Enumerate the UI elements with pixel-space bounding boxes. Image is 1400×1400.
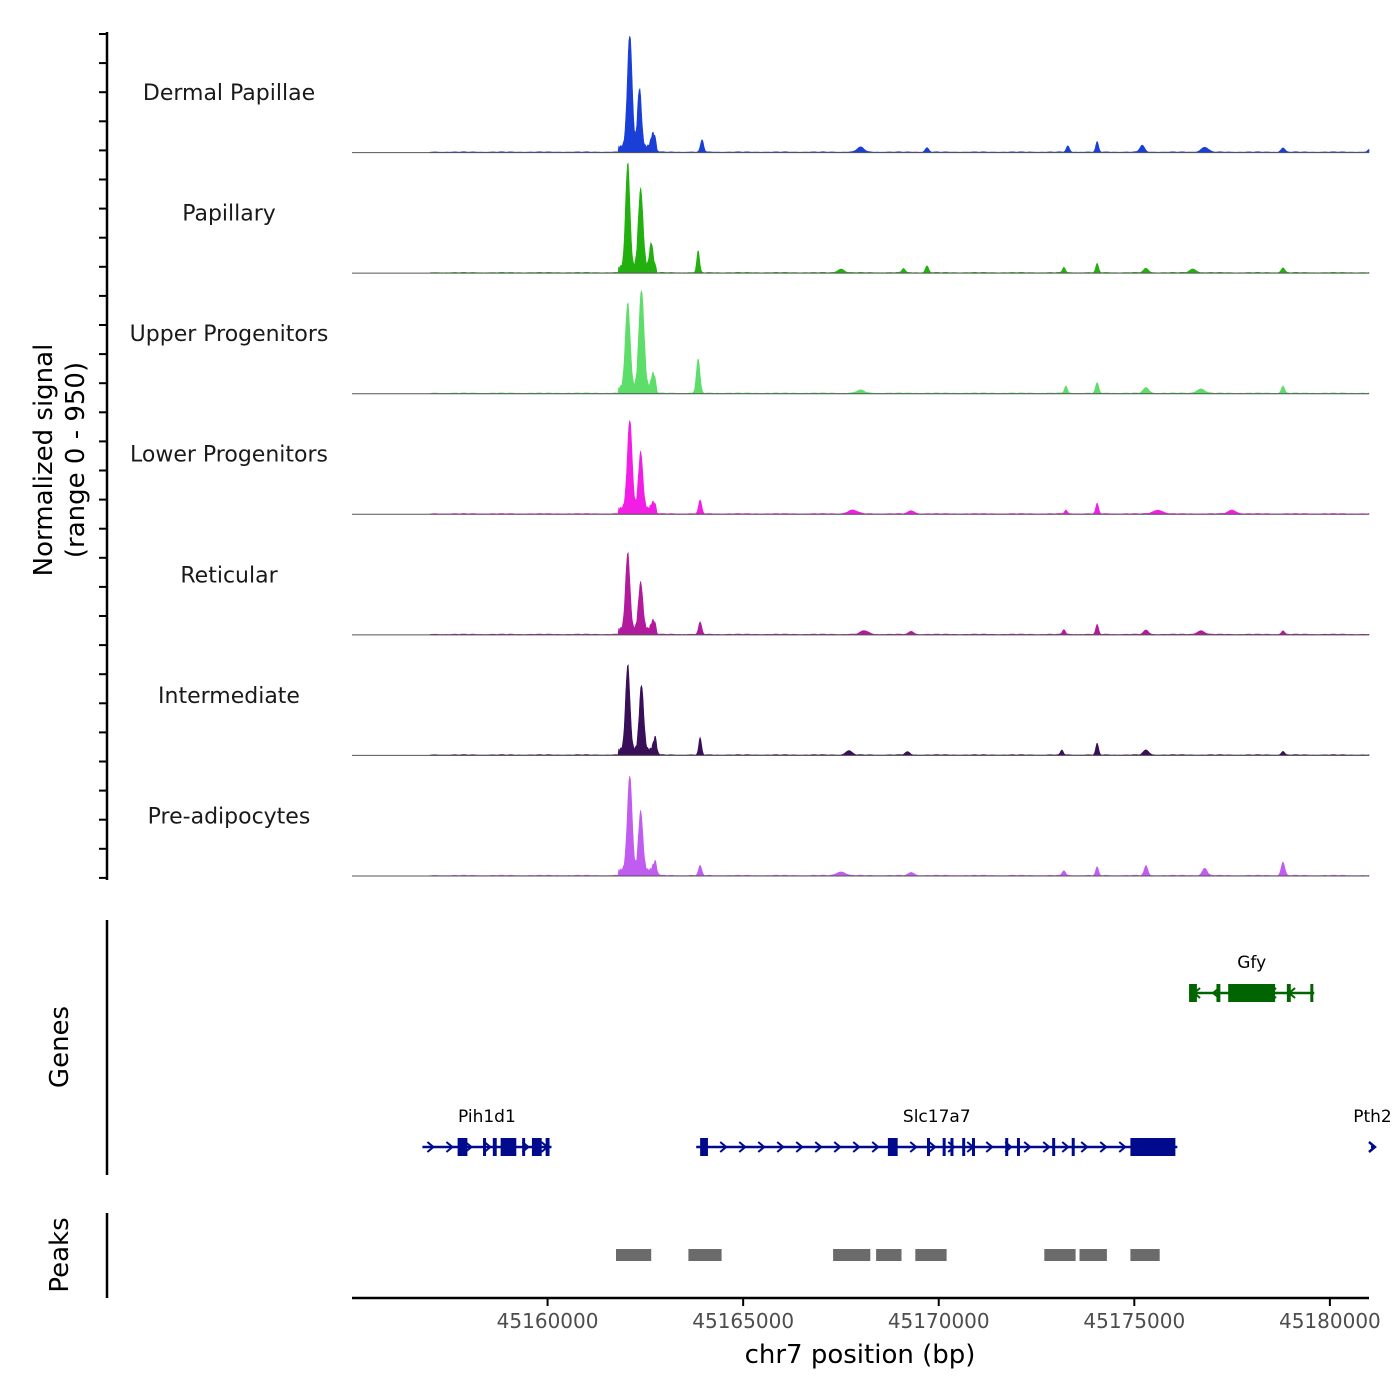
signal-area-6 [429,775,1370,877]
track-label-5: Intermediate [158,684,300,709]
exon [492,1138,497,1156]
peak-region-6 [1079,1249,1107,1261]
x-axis-title: chr7 position (bp) [745,1340,976,1370]
gene-label: Slc17a7 [903,1107,971,1127]
strand-chevron [1023,1141,1032,1153]
signal-area-4 [429,551,1370,636]
exon [1310,984,1314,1002]
x-axis-ticks: 45160000 45165000 45170000 45175000 45180000 [497,1298,1381,1333]
signal-area-0 [429,35,1370,153]
gene-Pih1d1: Pih1d1 [422,1107,552,1156]
exon [483,1138,487,1156]
track-labels: Dermal Papillae Papillary Upper Progenitor… [130,81,329,829]
x-tick-label-2: 45170000 [888,1309,990,1333]
peaks-layer [616,1249,1160,1261]
strand-chevron [464,1141,473,1153]
strand-chevron [757,1141,766,1153]
strand-chevron [795,1141,804,1153]
x-tick-label-1: 45165000 [692,1309,794,1333]
peak-region-1 [688,1249,722,1261]
strand-chevron [1099,1141,1108,1153]
peak-region-3 [876,1249,902,1261]
genes-panel-label: Genes [45,1006,75,1088]
exon [887,1138,898,1156]
exon [545,1138,550,1156]
exon [1286,984,1291,1002]
gene-label: Pih1d1 [458,1107,516,1127]
gene-label: Gfy [1237,953,1266,973]
track-label-2: Upper Progenitors [130,322,329,347]
exon [950,1138,954,1156]
exon [971,1138,975,1156]
strand-chevron [1080,1141,1089,1153]
peak-region-5 [1044,1249,1076,1261]
strand-chevron [1368,1141,1377,1153]
strand-chevron [445,1141,454,1153]
signal-area-5 [429,663,1370,756]
exon [1216,984,1221,1002]
strand-chevron [483,1141,492,1153]
exon [457,1138,468,1156]
gene-Pth2: Pth2 [1353,1107,1392,1153]
strand-chevron [1061,1141,1070,1153]
gene-Gfy: Gfy [1189,953,1315,1002]
genes-layer: Pih1d1 Slc17a7 Pth2 Gfy [422,953,1392,1156]
x-tick-label-4: 45180000 [1279,1309,1381,1333]
signal-y-axis-ticks [99,33,107,879]
strand-chevron [852,1141,861,1153]
track-label-0: Dermal Papillae [143,81,315,106]
y-axis-subtitle: (range 0 - 950) [61,362,91,558]
peaks-panel-label: Peaks [45,1217,75,1292]
track-label-3: Lower Progenitors [130,443,328,468]
peak-region-0 [616,1249,652,1261]
strand-chevron [909,1141,918,1153]
exon [522,1138,526,1156]
exon [1005,1138,1009,1156]
exon [1052,1138,1056,1156]
strand-chevron [719,1141,728,1153]
signal-area-1 [429,162,1370,274]
track-label-1: Papillary [182,202,276,227]
exon [500,1138,517,1156]
strand-chevron [776,1141,785,1153]
track-label-6: Pre-adipocytes [148,804,311,829]
exon [962,1138,966,1156]
gene-Slc17a7: Slc17a7 [696,1107,1178,1156]
strand-chevron [833,1141,842,1153]
exon [1228,984,1276,1002]
strand-chevron [947,1141,956,1153]
strand-chevron [1042,1141,1051,1153]
peak-region-4 [915,1249,947,1261]
signal-area-3 [429,420,1370,515]
y-axis-title: Normalized signal [29,344,59,577]
peak-region-7 [1130,1249,1160,1261]
exon [700,1138,708,1156]
signal-tracks [352,35,1370,877]
exon [531,1138,542,1156]
exon [926,1138,930,1156]
x-tick-label-0: 45160000 [497,1309,599,1333]
strand-chevron [985,1141,994,1153]
strand-chevron [1118,1141,1127,1153]
signal-area-2 [429,289,1370,395]
peak-region-2 [833,1249,871,1261]
exon [1071,1138,1075,1156]
exon [942,1138,946,1156]
track-label-4: Reticular [180,563,278,588]
exon [1016,1138,1020,1156]
strand-chevron [738,1141,747,1153]
gene-label: Pth2 [1353,1107,1392,1127]
strand-chevron [814,1141,823,1153]
strand-chevron [871,1141,880,1153]
strand-chevron [928,1141,937,1153]
exon [1189,984,1197,1002]
strand-chevron [426,1141,435,1153]
exon [1130,1138,1176,1156]
x-tick-label-3: 45175000 [1083,1309,1185,1333]
